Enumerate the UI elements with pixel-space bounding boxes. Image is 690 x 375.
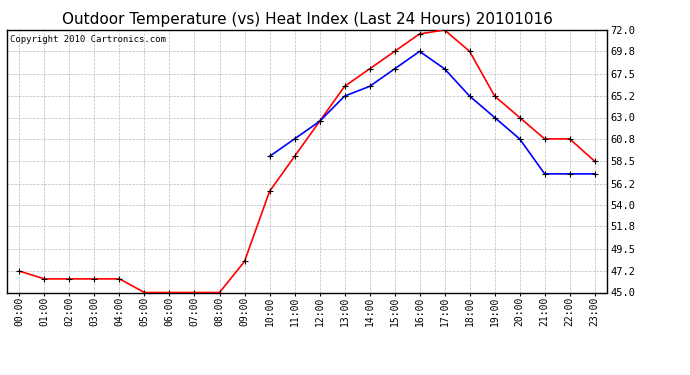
Text: Copyright 2010 Cartronics.com: Copyright 2010 Cartronics.com — [10, 35, 166, 44]
Title: Outdoor Temperature (vs) Heat Index (Last 24 Hours) 20101016: Outdoor Temperature (vs) Heat Index (Las… — [61, 12, 553, 27]
